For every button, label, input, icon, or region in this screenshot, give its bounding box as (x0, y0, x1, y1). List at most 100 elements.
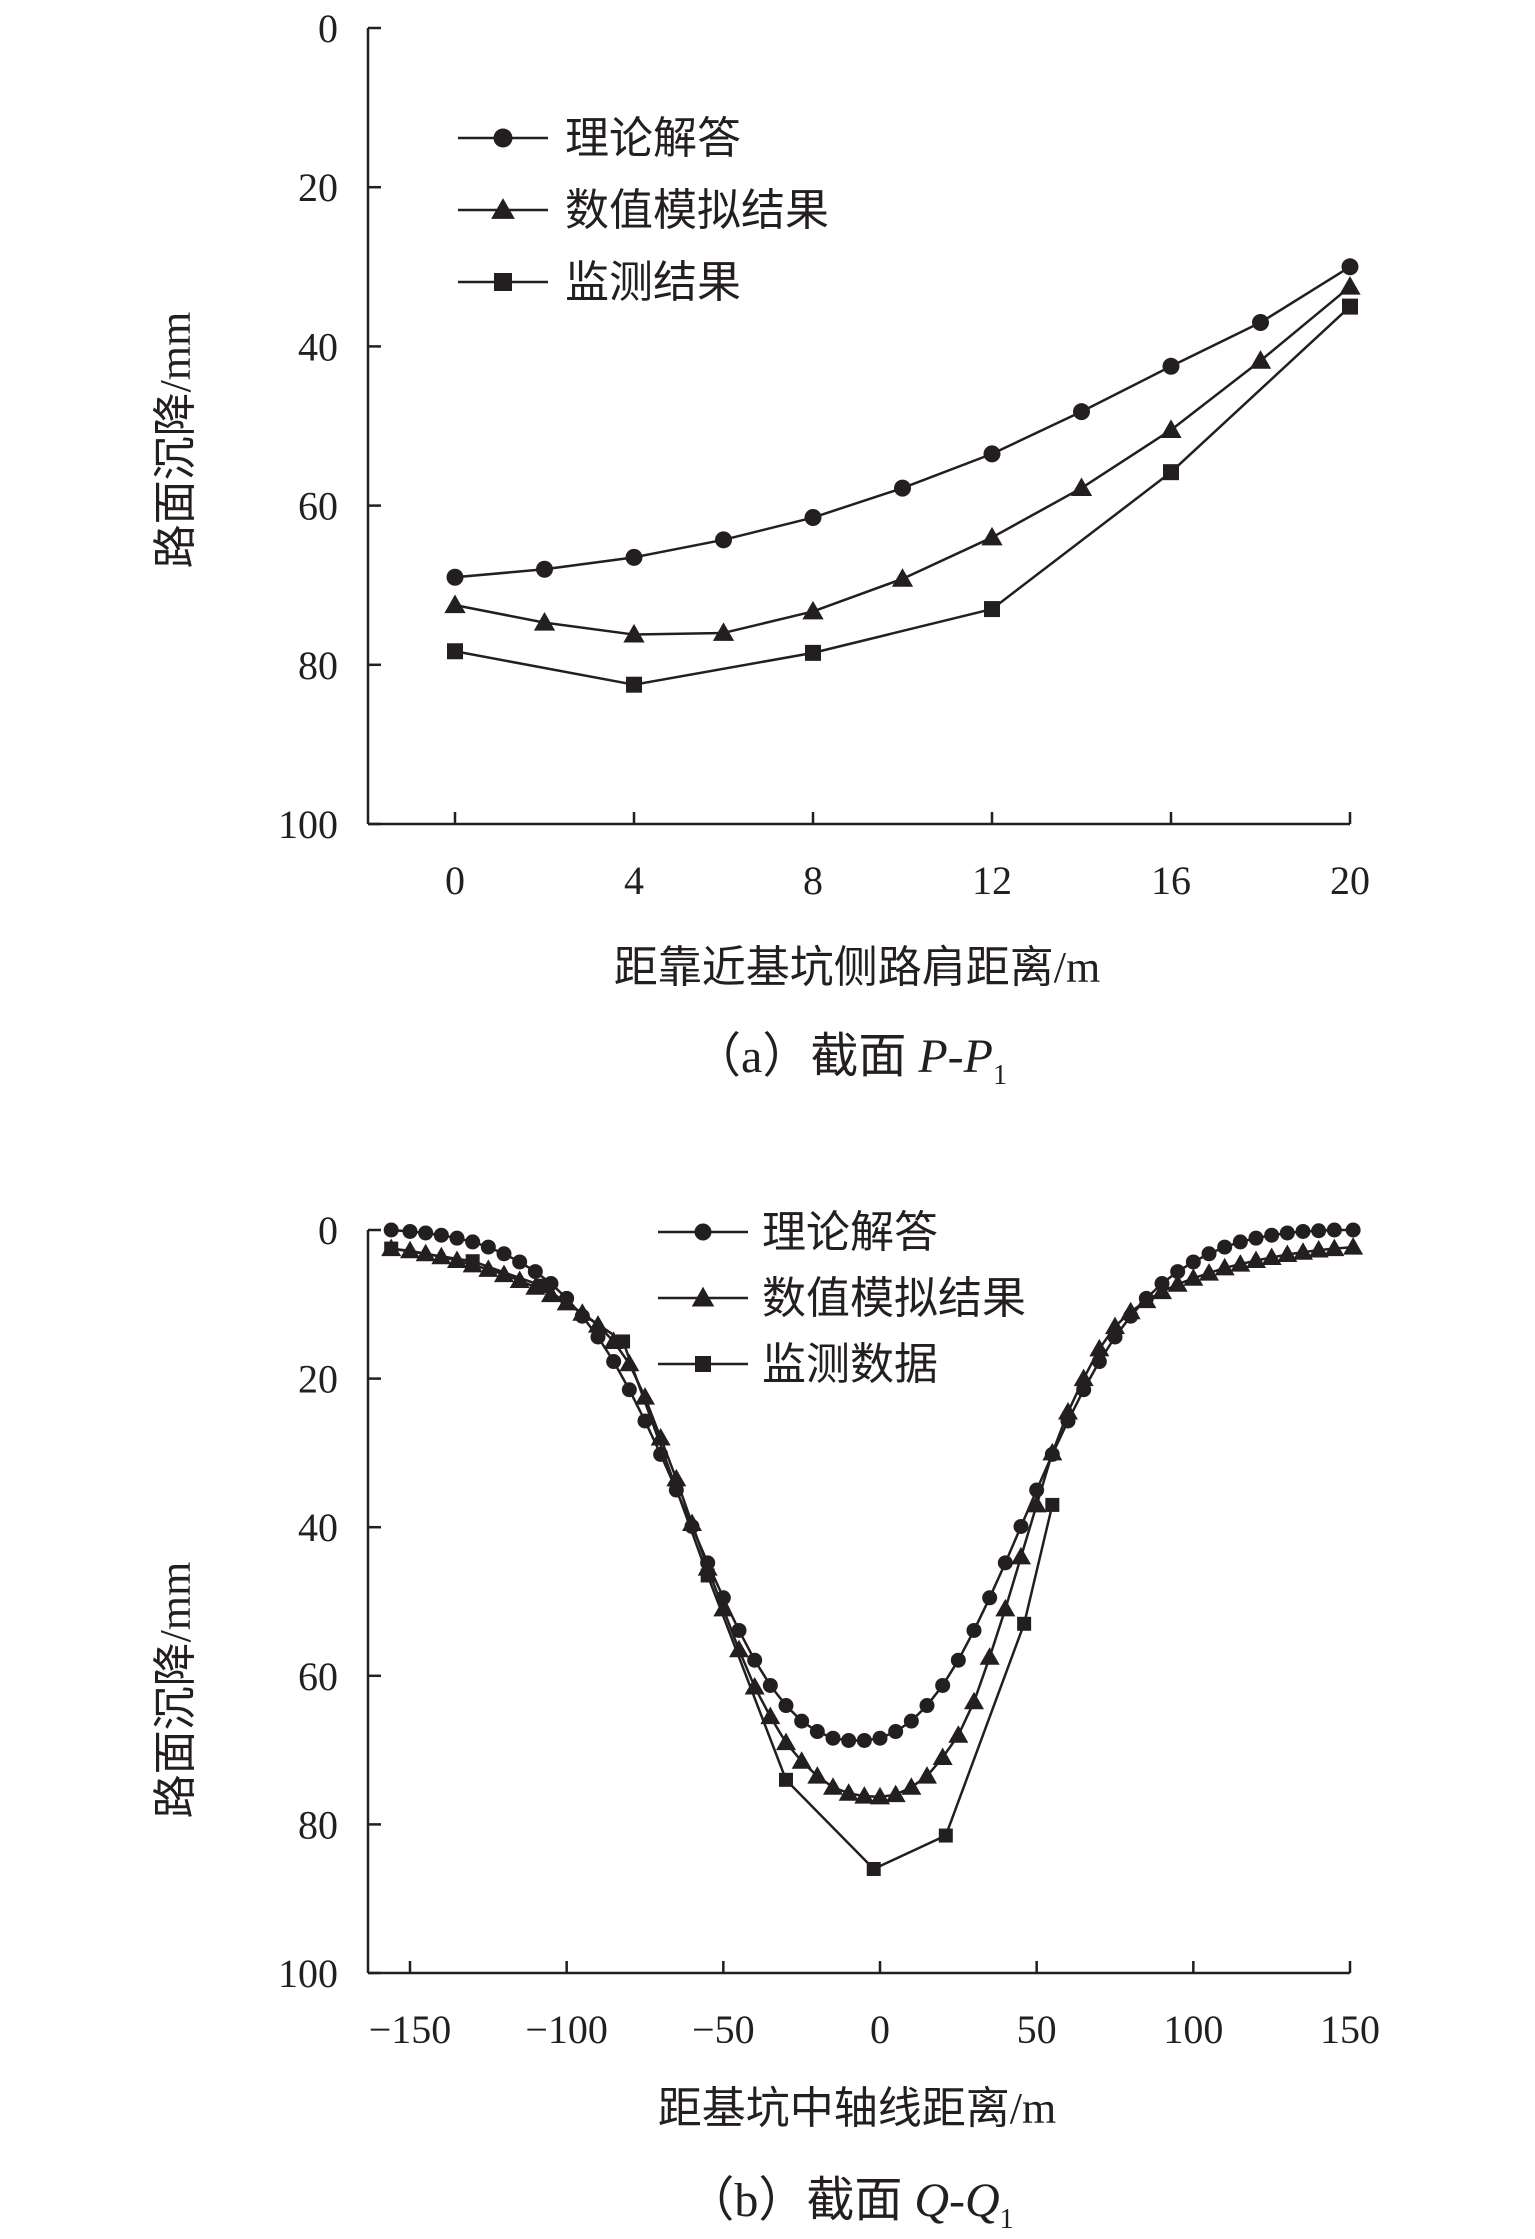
chart-a-series-3-point (447, 643, 463, 660)
chart-b-series-2-point (682, 1513, 702, 1531)
chart-a-y-tick-label: 0 (318, 6, 338, 51)
chart-b-y-tick-label: 20 (298, 1357, 338, 1402)
chart-b-series-3-point (465, 1254, 480, 1269)
chart-b-series-2-point (1293, 1242, 1313, 1260)
chart-b-x-axis-label: 距基坑中轴线距离/m (658, 2084, 1056, 2133)
chart-a-y-tick-label: 80 (298, 643, 338, 688)
chart-b-series-2-point (917, 1766, 937, 1784)
chart-b-series-2-point (1042, 1442, 1063, 1461)
chart-b-series-1-point (590, 1329, 606, 1345)
chart-b-series-1-point (1217, 1239, 1233, 1255)
chart-a-series-1-point (625, 548, 643, 566)
chart-b-x-tick-label: 150 (1320, 2007, 1380, 2052)
chart-b-legend-marker-1 (694, 1223, 712, 1241)
chart-b-series-2-point (995, 1598, 1016, 1617)
chart-b-series-1-point (762, 1677, 778, 1693)
chart-b-series-1-point (465, 1234, 481, 1250)
chart-b-x-tick-label: −100 (525, 2007, 608, 2052)
chart-a-series-2-point (1160, 419, 1182, 438)
chart-a-series-2-point (1249, 350, 1272, 369)
chart-a-series-2-point (444, 594, 466, 614)
chart-a-series-1-point (536, 560, 553, 578)
chart-b-series-2-point (1246, 1250, 1266, 1268)
chart-a-legend-marker-1 (493, 128, 513, 148)
chart-a-caption-var: P-P (917, 1030, 993, 1083)
chart-b-series-2-point (854, 1786, 875, 1804)
chart-b-series-line-3 (391, 1247, 1054, 1871)
chart-b-series-1-point (731, 1622, 747, 1638)
chart-b-series-2-point (1343, 1237, 1364, 1255)
chart-b-series-2-point (729, 1639, 749, 1658)
chart-a-series-1-point (894, 479, 911, 497)
chart-a-x-tick-label: 20 (1330, 858, 1370, 903)
chart-b-y-tick-label: 80 (298, 1802, 338, 1847)
chart-b-series-2-point (807, 1766, 828, 1784)
chart-b-series-1-point (856, 1732, 872, 1748)
chart-b-series-1-point (1326, 1222, 1342, 1238)
chart-a-series-line-1 (454, 265, 1351, 579)
chart-b-series-1-point (982, 1590, 998, 1606)
chart-b-y-tick-label: 0 (318, 1208, 338, 1253)
chart-b-series-2-point (1277, 1244, 1298, 1263)
chart-a-y-tick-label: 60 (298, 484, 338, 529)
chart-b-series-2-point (1214, 1257, 1235, 1276)
chart-b-series-2-point (1199, 1263, 1219, 1281)
chart-a-series-1-point (1162, 357, 1180, 375)
chart-a-series-3-point (805, 644, 821, 661)
chart-b-series-3-point (1017, 1616, 1032, 1631)
chart-a-caption: （a）截面 P-P1 (693, 1030, 1007, 1091)
chart-b-series-2-point (776, 1732, 796, 1751)
chart-b-marks: 0 20 40 60 80 100 −150 −100 −50 0 50 100 150 (278, 1208, 1380, 2052)
chart-a-series-1-point (1252, 314, 1269, 332)
chart-a-x-axis-label: 距靠近基坑侧路肩距离/m (614, 943, 1100, 992)
chart-a-series-3-point (1342, 298, 1358, 315)
chart-a-x-tick-label: 4 (624, 858, 644, 903)
chart-b-series-2-point (1105, 1316, 1125, 1335)
chart-a-legend-marker-2 (491, 198, 515, 219)
chart-b-series-1-point (402, 1223, 418, 1239)
chart-a-series-2-point (802, 600, 824, 620)
chart-b-y-tick-label: 100 (278, 1951, 338, 1996)
chart-a-series-1-point (983, 445, 1001, 463)
chart-b-series-2-point (760, 1706, 781, 1725)
chart-b-series-2-point (650, 1428, 671, 1446)
chart-b-series-1-point (966, 1622, 982, 1638)
chart-b-series-1-point (872, 1730, 888, 1746)
chart-b-series-1-point (778, 1698, 794, 1714)
chart-b-series-3-point (938, 1828, 953, 1843)
chart-a-x-tick-label: 16 (1151, 858, 1191, 903)
chart-b-series-1-point (888, 1724, 904, 1740)
chart-b-series-1-point (418, 1225, 434, 1241)
chart-a-marks: 0 20 40 60 80 100 0 4 8 12 16 20 (278, 6, 1370, 903)
chart-a-series-2-point (712, 622, 735, 641)
chart-b-series-2-point (635, 1387, 655, 1405)
chart-b-series-2-point (509, 1270, 530, 1289)
chart-b-series-2-point (948, 1725, 969, 1743)
chart-b-series-2-point (1183, 1268, 1204, 1286)
chart-b-series-1-point (433, 1227, 449, 1243)
chart-b-series-2-point (979, 1647, 1000, 1665)
chart-b-series-1-point (1232, 1234, 1248, 1250)
chart-b-series-2-point (964, 1691, 984, 1710)
chart-b-series-2-point (400, 1240, 420, 1259)
chart-b-series-2-point (885, 1784, 906, 1803)
chart-b-y-tick-label: 60 (298, 1654, 338, 1699)
chart-b-series-2-point (870, 1786, 890, 1805)
chart-a-series-3-point (1163, 464, 1179, 481)
chart-b-series-line-2 (391, 1245, 1354, 1799)
chart-b-series-1-point (809, 1724, 825, 1740)
chart-a-series-3-point (626, 676, 642, 693)
chart-b-series-1-point (1185, 1254, 1201, 1270)
chart-b-series-1-point (1345, 1222, 1361, 1238)
chart-b-series-1-point (997, 1555, 1013, 1571)
chart-b-series-2-point (713, 1598, 734, 1617)
chart-b-series-1-point (480, 1239, 496, 1255)
chart-b-caption-sub: 1 (1000, 2204, 1014, 2235)
chart-a-caption-sub: 1 (993, 1060, 1007, 1091)
chart-a-y-tick-label: 20 (298, 165, 338, 210)
chart-b-legend-marker-3 (695, 1356, 711, 1372)
chart-b-x-tick-label: −150 (369, 2007, 452, 2052)
chart-b-series-3-point (534, 1278, 549, 1293)
